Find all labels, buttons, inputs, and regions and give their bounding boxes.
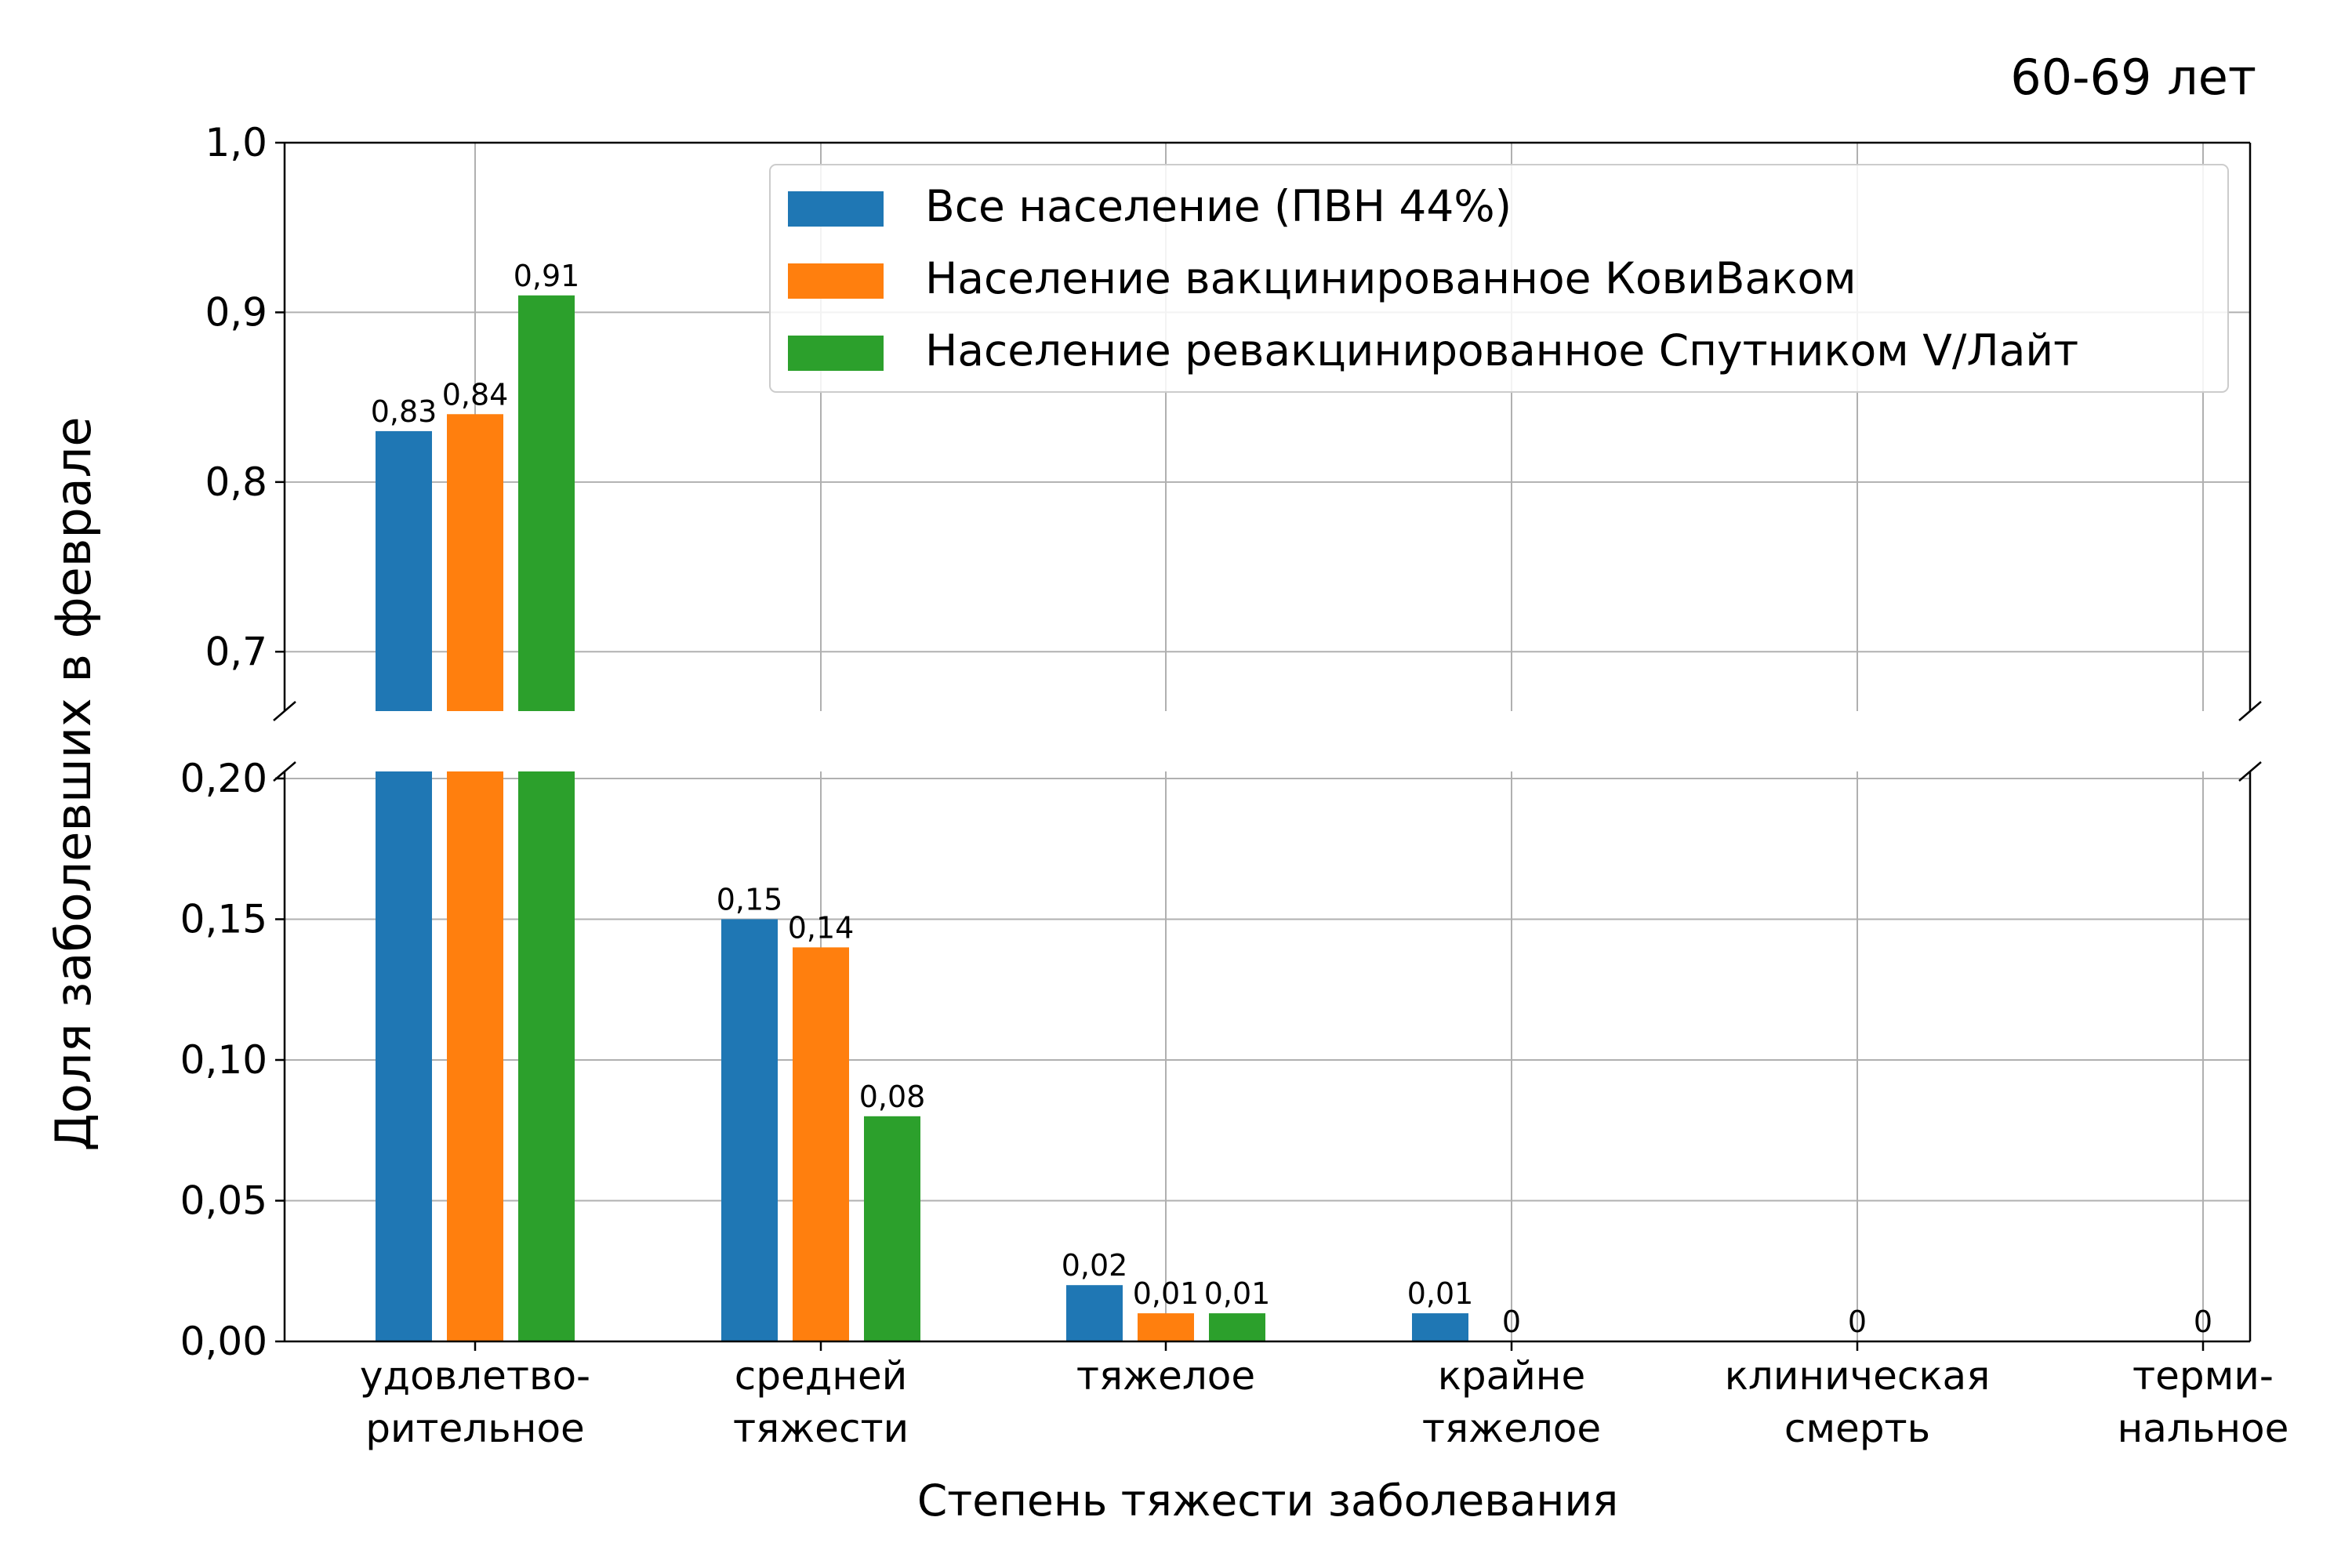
category-label-3: крайне тяжелое [1422, 1353, 1601, 1451]
category-label-4: клиническая смерть [1725, 1353, 1991, 1451]
legend-swatch-2 [788, 336, 884, 371]
legend-label-1: Население вакцинированное КовиВаком [925, 253, 1857, 303]
data-label-s1-c1: 0,14 [788, 910, 855, 945]
data-label-s1-c3: 0 [1502, 1305, 1521, 1339]
bar-lower-s1-c0 [447, 771, 503, 1341]
bar-s1-c2 [1138, 1313, 1194, 1341]
category-label-0-line-0: удовлетво- [360, 1353, 590, 1399]
category-label-1: средней тяжести [733, 1353, 909, 1451]
x-axis-title: Степень тяжести заболевания [917, 1475, 1618, 1526]
legend-swatch-1 [788, 263, 884, 299]
data-label-layer: 0,830,150,020,010,840,140,010 0 00,910,080… [371, 259, 2212, 1339]
legend-label-2: Население ревакцинированное Спутником V/… [925, 325, 2078, 376]
chart-title: 60-69 лет [2010, 49, 2256, 106]
bar-upper-s1-c0 [447, 414, 503, 711]
data-label-s1-c0: 0,84 [442, 377, 509, 412]
upper-ytick-label-0: 0,7 [205, 629, 267, 674]
break-mark-upper-right [2238, 701, 2262, 721]
lower-ytick-label-0: 0,00 [180, 1319, 267, 1364]
lower-ytick-label-4: 0,20 [180, 756, 267, 801]
data-label-s0-c1: 0,15 [717, 882, 783, 916]
category-label-2-line-0: тяжелое [1076, 1353, 1255, 1399]
category-label-5-line-0: терми- [2132, 1353, 2274, 1399]
category-label-1-line-0: средней [735, 1353, 908, 1399]
legend-swatch-0 [788, 191, 884, 227]
y-axis-title: Доля заболевших в феврале [45, 417, 102, 1152]
category-label-2: тяжелое [1076, 1353, 1255, 1399]
upper-ytick-label-2: 0,9 [205, 289, 267, 335]
bar-s1-c1 [793, 947, 849, 1341]
bar-s2-c1 [864, 1116, 920, 1341]
data-label-s2-c0: 0,91 [514, 259, 580, 293]
bar-lower-s0-c0 [376, 771, 432, 1341]
bar-upper-s2-c0 [518, 295, 575, 711]
category-label-0: удовлетво-рительное [360, 1353, 590, 1451]
bar-layer [376, 295, 1468, 1341]
legend-label-0: Все население (ПВН 44%) [925, 181, 1512, 231]
category-label-3-line-1: тяжелое [1422, 1406, 1601, 1451]
upper-ytick-label-1: 0,8 [205, 459, 267, 505]
category-label-1-line-1: тяжести [733, 1406, 909, 1451]
bar-s0-c1 [721, 919, 778, 1341]
lower-ytick-label-2: 0,10 [180, 1037, 267, 1083]
data-label-s2-c1: 0,08 [859, 1080, 926, 1114]
data-label-s1-c2: 0,01 [1133, 1276, 1200, 1311]
category-label-4-line-0: клиническая [1725, 1353, 1991, 1399]
category-label-3-line-0: крайне [1438, 1353, 1586, 1399]
bar-s0-c3 [1412, 1313, 1468, 1341]
axes-frame [273, 141, 2262, 1343]
category-label-4-line-1: смерть [1784, 1406, 1930, 1451]
category-label-5: терми-нальное [2118, 1353, 2289, 1451]
bar-upper-s0-c0 [376, 430, 432, 711]
category-label-5-line-1: нальное [2118, 1406, 2289, 1451]
data-label-s1-c5: 0 [2194, 1305, 2212, 1339]
bar-s0-c2 [1066, 1285, 1123, 1341]
data-label-s0-c0: 0,83 [371, 394, 437, 429]
data-label-s1-c4: 0 [1848, 1305, 1867, 1339]
data-label-s2-c2: 0,01 [1204, 1276, 1271, 1311]
upper-ytick-label-3: 1,0 [205, 120, 267, 165]
tick-label-layer: 0,7 0,8 0,9 1,0 0,00 0,05 0,10 0,15 0,20 удовлетв… [180, 120, 2289, 1451]
break-mark-lower-right [2238, 761, 2262, 782]
break-mark-upper-left [273, 701, 296, 721]
category-label-0-line-1: рительное [365, 1406, 585, 1451]
data-label-s0-c2: 0,02 [1062, 1248, 1128, 1283]
data-label-s0-c3: 0,01 [1407, 1276, 1474, 1311]
lower-ytick-label-3: 0,15 [180, 896, 267, 942]
bar-lower-s2-c0 [518, 771, 575, 1341]
legend: Все население (ПВН 44%) Население вакцини… [769, 164, 2229, 393]
legend-box [769, 164, 2229, 393]
lower-ytick-label-1: 0,05 [180, 1178, 267, 1223]
bar-s2-c2 [1209, 1313, 1265, 1341]
